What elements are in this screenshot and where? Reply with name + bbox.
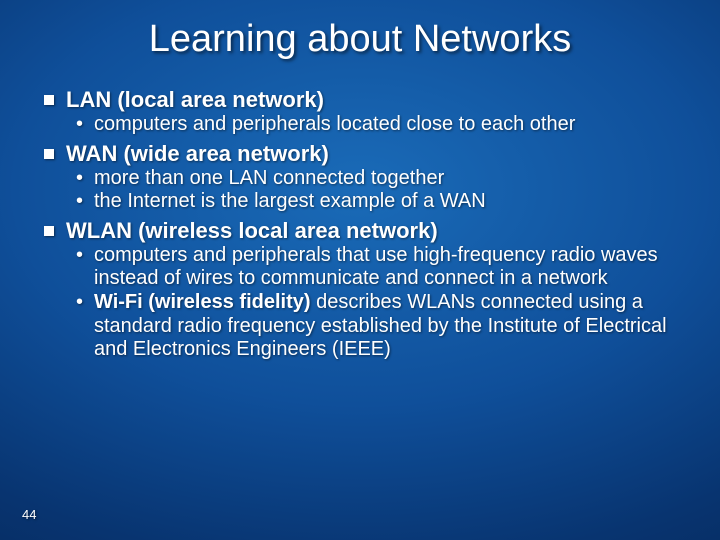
slide-title: Learning about Networks: [40, 18, 680, 61]
sub-list: computers and peripherals that use high-…: [66, 244, 680, 362]
section-heading: WLAN (wireless local area network): [66, 218, 680, 244]
section-heading: WAN (wide area network): [66, 141, 680, 167]
section-0: LAN (local area network)computers and pe…: [66, 87, 680, 137]
sub-item: computers and peripherals located close …: [90, 113, 680, 137]
section-1: WAN (wide area network)more than one LAN…: [66, 141, 680, 214]
section-heading: LAN (local area network): [66, 87, 680, 113]
sub-item: computers and peripherals that use high-…: [90, 244, 680, 291]
sub-list: computers and peripherals located close …: [66, 113, 680, 137]
page-number: 44: [22, 507, 36, 522]
sub-item: the Internet is the largest example of a…: [90, 190, 680, 214]
sub-item: Wi-Fi (wireless fidelity) describes WLAN…: [90, 291, 680, 362]
sub-list: more than one LAN connected togetherthe …: [66, 167, 680, 214]
body-list: LAN (local area network)computers and pe…: [40, 87, 680, 362]
sub-item: more than one LAN connected together: [90, 167, 680, 191]
section-2: WLAN (wireless local area network)comput…: [66, 218, 680, 362]
slide: Learning about Networks LAN (local area …: [0, 0, 720, 540]
